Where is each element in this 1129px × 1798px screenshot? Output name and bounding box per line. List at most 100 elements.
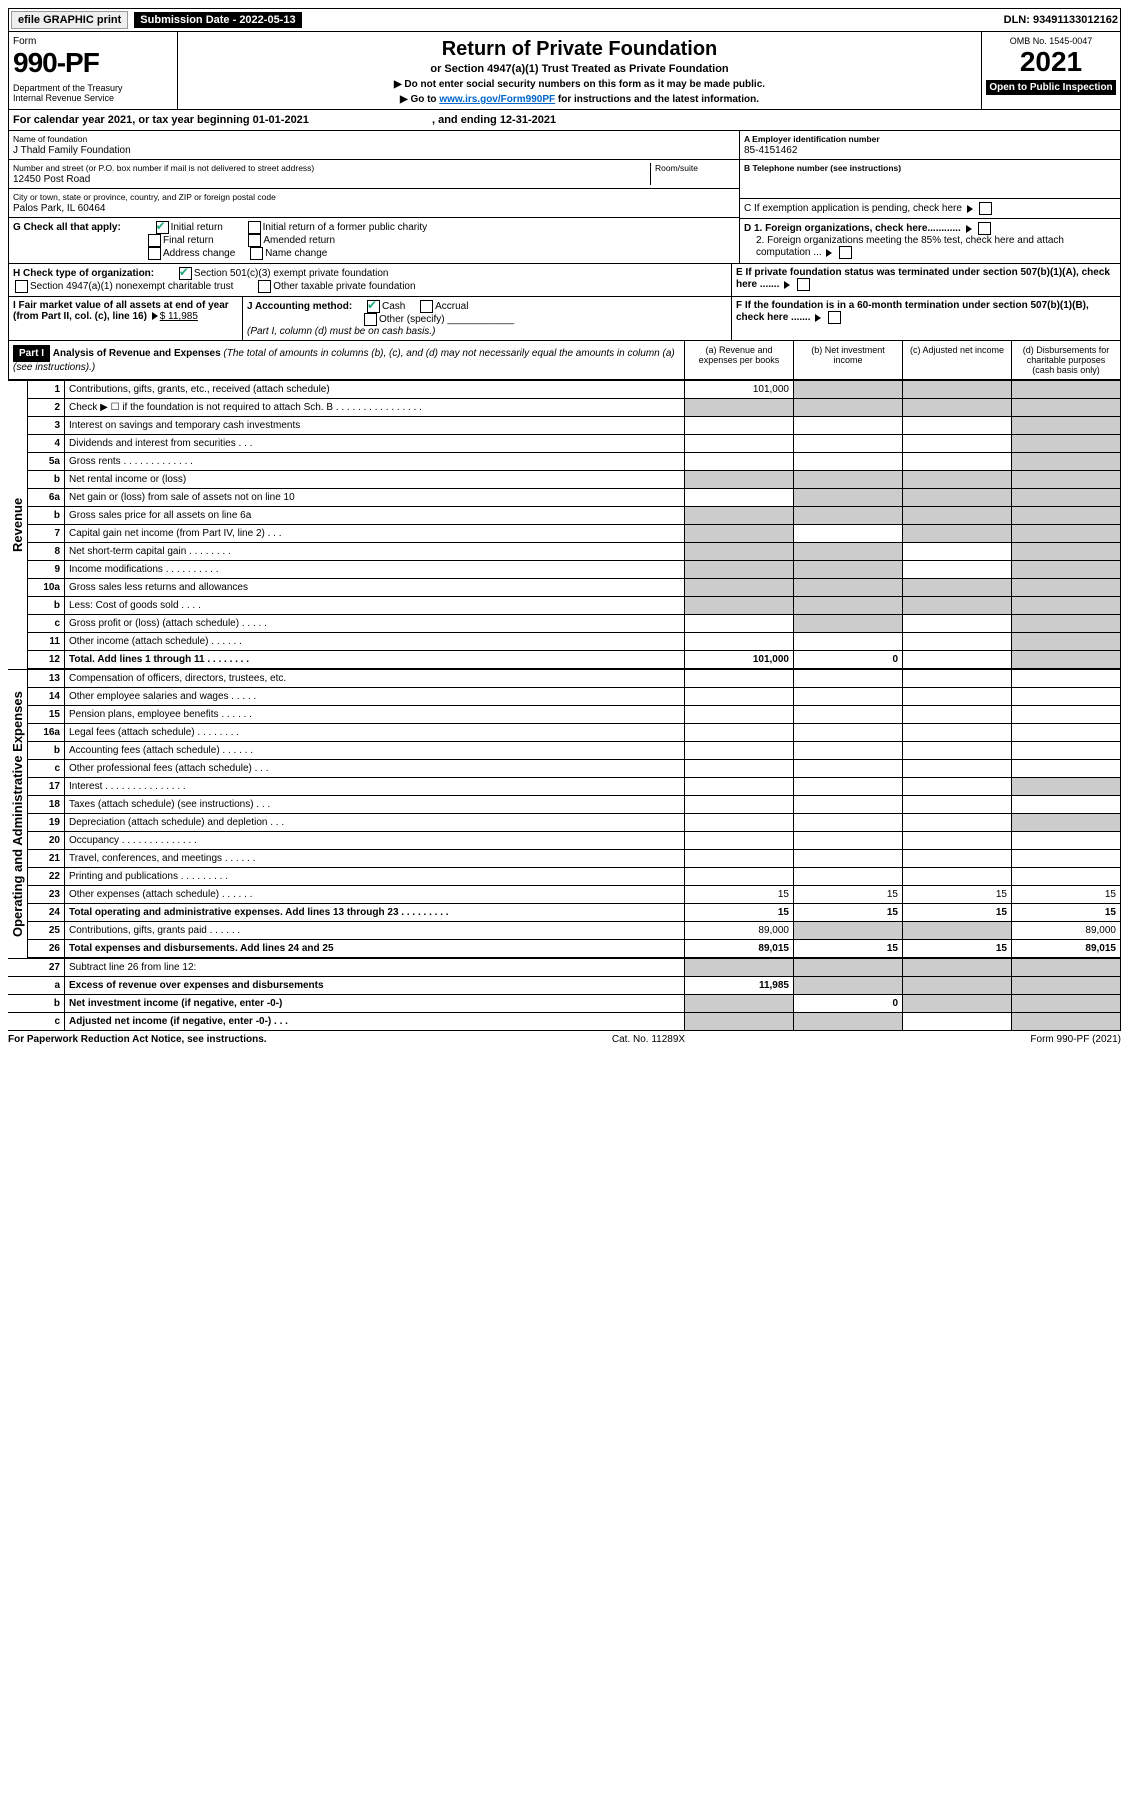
table-row: 18Taxes (attach schedule) (see instructi… (28, 796, 1121, 814)
table-row: 17Interest . . . . . . . . . . . . . . . (28, 778, 1121, 796)
table-row: 16aLegal fees (attach schedule) . . . . … (28, 724, 1121, 742)
expenses-table: 13Compensation of officers, directors, t… (28, 669, 1121, 958)
telephone-cell: B Telephone number (see instructions) (740, 160, 1120, 199)
revenue-label: Revenue (8, 380, 28, 669)
table-row: bGross sales price for all assets on lin… (28, 507, 1121, 525)
header-title-block: Return of Private Foundation or Section … (178, 32, 981, 109)
efile-print-button[interactable]: efile GRAPHIC print (11, 11, 128, 29)
table-row: 5aGross rents . . . . . . . . . . . . . (28, 453, 1121, 471)
header-left: Form 990-PF Department of the Treasury I… (9, 32, 178, 109)
table-row: 11Other income (attach schedule) . . . .… (28, 633, 1121, 651)
revenue-table: 1Contributions, gifts, grants, etc., rec… (28, 380, 1121, 669)
open-to-public: Open to Public Inspection (986, 80, 1116, 95)
info-right: A Employer identification number 85-4151… (739, 131, 1120, 263)
form-label: Form (13, 36, 173, 47)
col-c-header: (c) Adjusted net income (902, 341, 1011, 379)
d-foreign-cell: D 1. Foreign organizations, check here..… (740, 219, 1120, 262)
form-title: Return of Private Foundation (182, 38, 977, 61)
chk-c-pending[interactable] (979, 202, 992, 215)
form-number: 990-PF (13, 47, 173, 79)
header-right: OMB No. 1545-0047 2021 Open to Public In… (981, 32, 1120, 109)
table-row: 1Contributions, gifts, grants, etc., rec… (28, 381, 1121, 399)
table-row: cAdjusted net income (if negative, enter… (8, 1013, 1121, 1031)
c-pending-cell: C If exemption application is pending, c… (740, 199, 1120, 219)
table-row: bNet rental income or (loss) (28, 471, 1121, 489)
table-row: 10aGross sales less returns and allowanc… (28, 579, 1121, 597)
revenue-section: Revenue 1Contributions, gifts, grants, e… (8, 380, 1121, 669)
table-row: 6aNet gain or (loss) from sale of assets… (28, 489, 1121, 507)
col-d-header: (d) Disbursements for charitable purpose… (1011, 341, 1120, 379)
row-h: H Check type of organization: Section 50… (8, 264, 1121, 297)
table-row: cOther professional fees (attach schedul… (28, 760, 1121, 778)
ein-cell: A Employer identification number 85-4151… (740, 131, 1120, 160)
info-left: Name of foundation J Thald Family Founda… (9, 131, 739, 263)
submission-date: Submission Date - 2022-05-13 (134, 12, 301, 28)
table-row: bLess: Cost of goods sold . . . . (28, 597, 1121, 615)
arrow-icon (815, 314, 821, 322)
table-row: 14Other employee salaries and wages . . … (28, 688, 1121, 706)
table-row: 20Occupancy . . . . . . . . . . . . . . (28, 832, 1121, 850)
chk-d2[interactable] (839, 246, 852, 259)
foundation-name-cell: Name of foundation J Thald Family Founda… (9, 131, 739, 160)
table-row: cGross profit or (loss) (attach schedule… (28, 615, 1121, 633)
expenses-label: Operating and Administrative Expenses (8, 669, 28, 958)
chk-accrual[interactable] (420, 300, 433, 313)
form-header: Form 990-PF Department of the Treasury I… (8, 32, 1121, 110)
chk-initial-return[interactable] (156, 221, 169, 234)
note-ssn: ▶ Do not enter social security numbers o… (182, 79, 977, 90)
line27-table: 27Subtract line 26 from line 12: aExcess… (8, 958, 1121, 1031)
form-subtitle: or Section 4947(a)(1) Trust Treated as P… (182, 63, 977, 75)
table-row: 13Compensation of officers, directors, t… (28, 670, 1121, 688)
table-row: 27Subtract line 26 from line 12: (8, 959, 1121, 977)
omb-number: OMB No. 1545-0047 (986, 36, 1116, 46)
info-grid: Name of foundation J Thald Family Founda… (8, 131, 1121, 264)
address-cell: Number and street (or P.O. box number if… (9, 160, 739, 189)
table-row: 15Pension plans, employee benefits . . .… (28, 706, 1121, 724)
arrow-icon (826, 249, 832, 257)
arrow-icon (152, 312, 158, 320)
col-a-header: (a) Revenue and expenses per books (684, 341, 793, 379)
chk-other-method[interactable] (364, 313, 377, 326)
chk-final-return[interactable] (148, 234, 161, 247)
table-row: 24Total operating and administrative exp… (28, 904, 1121, 922)
chk-amended[interactable] (248, 234, 261, 247)
table-row: 25Contributions, gifts, grants paid . . … (28, 922, 1121, 940)
department: Department of the Treasury Internal Reve… (13, 83, 173, 103)
expenses-section: Operating and Administrative Expenses 13… (8, 669, 1121, 958)
table-row: 9Income modifications . . . . . . . . . … (28, 561, 1121, 579)
footer-mid: Cat. No. 11289X (612, 1034, 685, 1045)
table-row: 12Total. Add lines 1 through 11 . . . . … (28, 651, 1121, 669)
chk-name-change[interactable] (250, 247, 263, 260)
tax-year: 2021 (986, 46, 1116, 78)
dln: DLN: 93491133012162 (1004, 14, 1118, 26)
city-cell: City or town, state or province, country… (9, 189, 739, 218)
note-link: ▶ Go to www.irs.gov/Form990PF for instru… (182, 94, 977, 105)
row-ij: I Fair market value of all assets at end… (8, 297, 1121, 341)
arrow-icon (966, 225, 972, 233)
table-row: 4Dividends and interest from securities … (28, 435, 1121, 453)
footer-right: Form 990-PF (2021) (1030, 1034, 1121, 1045)
chk-e[interactable] (797, 278, 810, 291)
chk-f[interactable] (828, 311, 841, 324)
part1-header-row: Part I Analysis of Revenue and Expenses … (8, 341, 1121, 380)
page-footer: For Paperwork Reduction Act Notice, see … (8, 1034, 1121, 1045)
top-bar: efile GRAPHIC print Submission Date - 20… (8, 8, 1121, 32)
part1-badge: Part I (13, 345, 50, 362)
table-row: bAccounting fees (attach schedule) . . .… (28, 742, 1121, 760)
chk-address-change[interactable] (148, 247, 161, 260)
chk-d1[interactable] (978, 222, 991, 235)
chk-initial-public[interactable] (248, 221, 261, 234)
chk-501c3[interactable] (179, 267, 192, 280)
calendar-year-row: For calendar year 2021, or tax year begi… (8, 110, 1121, 131)
table-row: 23Other expenses (attach schedule) . . .… (28, 886, 1121, 904)
table-row: 21Travel, conferences, and meetings . . … (28, 850, 1121, 868)
table-row: 8Net short-term capital gain . . . . . .… (28, 543, 1121, 561)
arrow-icon (967, 205, 973, 213)
col-b-header: (b) Net investment income (793, 341, 902, 379)
table-row: aExcess of revenue over expenses and dis… (8, 977, 1121, 995)
g-check-cell: G Check all that apply: Initial return I… (9, 218, 739, 263)
chk-other-taxable[interactable] (258, 280, 271, 293)
chk-cash[interactable] (367, 300, 380, 313)
chk-4947[interactable] (15, 280, 28, 293)
instructions-link[interactable]: www.irs.gov/Form990PF (439, 94, 555, 105)
